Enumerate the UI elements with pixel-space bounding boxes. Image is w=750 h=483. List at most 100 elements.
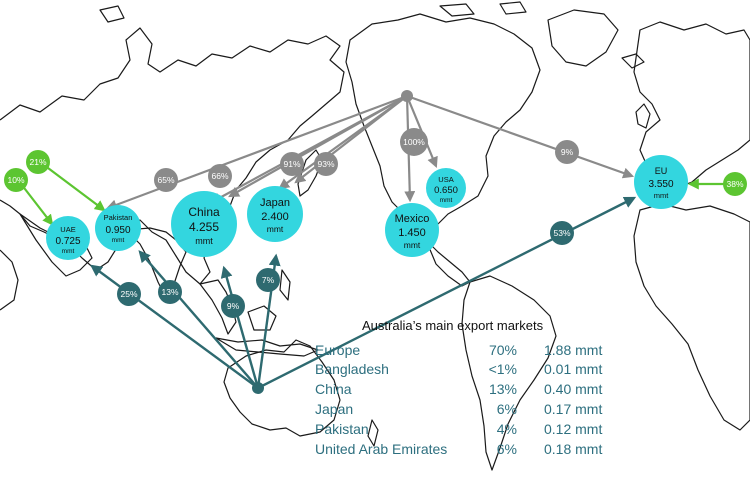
market-value-japan: 2.400 xyxy=(261,211,289,223)
land-south-america xyxy=(461,275,557,471)
legend-volume: 0.01 mmt xyxy=(544,361,603,377)
legend-share: 70% xyxy=(488,342,517,358)
land-indonesia xyxy=(215,337,319,357)
flow-line-to-eu xyxy=(406,94,635,179)
badge-label-us-91: 91% xyxy=(283,159,300,169)
badge-circle-aus-9 xyxy=(221,294,245,318)
badge-other-10: 10% xyxy=(4,168,28,192)
market-unit-eu: mmt xyxy=(654,191,669,200)
market-value-mexico: 1.450 xyxy=(398,227,426,239)
market-bubble-usa: USA 0.650 mmt xyxy=(426,168,466,208)
legend-share: 6% xyxy=(496,401,517,417)
land-arctic-islands xyxy=(99,1,527,23)
badge-us-66: 66% xyxy=(208,164,232,188)
badge-circle-aus-25 xyxy=(117,282,141,306)
legend-row-pakistan: Pakistan 4% 0.12 mmt xyxy=(312,421,617,441)
flow-line-aus-to-pakistan xyxy=(138,250,259,389)
badge-label-aus-7: 7% xyxy=(262,275,275,285)
badge-circle-us-93 xyxy=(314,152,338,176)
badge-label-other-38: 38% xyxy=(726,179,743,189)
legend-share: 6% xyxy=(496,441,517,457)
badge-label-other-21: 21% xyxy=(29,157,46,167)
us-flow-badges: 65% 66% 91% 93% 100% 9% xyxy=(154,128,579,192)
land-europe-right xyxy=(633,21,750,189)
market-unit-uae: mmt xyxy=(62,248,75,255)
land-new-zealand xyxy=(367,419,379,447)
land-uk xyxy=(635,103,651,129)
badge-other-21: 21% xyxy=(26,150,50,174)
badge-circle-us-66 xyxy=(208,164,232,188)
market-name-uae: UAE xyxy=(60,225,75,234)
land-southeast-asia xyxy=(199,279,237,335)
legend-row-uae: United Arab Emirates 6% 0.18 mmt xyxy=(312,441,617,461)
market-value-usa: 0.650 xyxy=(434,185,458,196)
legend-country: United Arab Emirates xyxy=(315,441,448,457)
market-bubble-china: China 4.255 mmt xyxy=(171,191,237,257)
badge-circle-us-65 xyxy=(154,168,178,192)
market-name-eu: EU xyxy=(655,166,668,176)
market-unit-china: mmt xyxy=(195,236,213,246)
other-flow-badges: 21% 10% 38% xyxy=(4,150,747,196)
land-borneo xyxy=(247,305,277,331)
market-value-china: 4.255 xyxy=(189,220,219,234)
badge-circle-us-91 xyxy=(280,152,304,176)
badge-circle-aus-53 xyxy=(550,221,574,245)
flow-line-aus-to-uae xyxy=(90,264,259,389)
australia-origin-point xyxy=(252,382,264,394)
market-value-eu: 3.550 xyxy=(648,179,673,190)
legend-country: Pakistan xyxy=(315,421,369,437)
bubble-china xyxy=(171,191,237,257)
land-philippines xyxy=(279,269,291,301)
market-bubbles: UAE 0.725 mmt Pakistan 0.950 mmt China 4… xyxy=(46,155,688,260)
badge-us-100: 100% xyxy=(400,128,428,156)
badge-circle-us-9 xyxy=(555,140,579,164)
land-iceland xyxy=(621,53,645,69)
land-north-america xyxy=(345,13,541,241)
badge-label-us-9: 9% xyxy=(561,147,574,157)
bubble-eu xyxy=(634,155,688,209)
bubble-usa xyxy=(426,168,466,208)
land-europe-asia-west xyxy=(0,27,345,285)
legend-title: Australia’s main export markets xyxy=(362,318,544,333)
land-greenland xyxy=(547,9,619,67)
badge-us-93: 93% xyxy=(314,152,338,176)
flow-line-21-to-pakistan xyxy=(39,161,106,212)
badge-us-91: 91% xyxy=(280,152,304,176)
badge-us-65: 65% xyxy=(154,168,178,192)
badge-label-aus-13: 13% xyxy=(161,287,178,297)
badge-aus-7: 7% xyxy=(256,268,280,292)
badge-label-us-66: 66% xyxy=(211,171,228,181)
legend-row-europe: Europe 70% 1.88 mmt xyxy=(312,342,617,362)
badge-circle-us-100 xyxy=(400,128,428,156)
flow-line-to-pakistan xyxy=(105,94,408,211)
flow-line-aus-to-china xyxy=(220,265,260,389)
badge-label-aus-9: 9% xyxy=(227,301,240,311)
bubble-japan xyxy=(247,186,303,242)
legend-share: 4% xyxy=(496,421,517,437)
legend-country: China xyxy=(315,381,352,397)
badge-circle-aus-7 xyxy=(256,268,280,292)
bubble-pakistan xyxy=(95,205,141,251)
legend-country: Europe xyxy=(315,342,361,358)
bubble-uae xyxy=(46,216,90,260)
badge-label-other-10: 10% xyxy=(7,175,24,185)
legend-volume: 1.88 mmt xyxy=(544,342,603,358)
legend-country: Bangladesh xyxy=(315,361,389,377)
badge-label-aus-53: 53% xyxy=(553,228,570,238)
legend-row-japan: Japan 6% 0.17 mmt xyxy=(312,401,617,421)
legend-row-bangladesh: Bangladesh <1% 0.01 mmt xyxy=(312,361,617,381)
badge-other-38: 38% xyxy=(723,172,747,196)
land-australia xyxy=(223,339,341,437)
market-name-japan: Japan xyxy=(260,197,290,209)
badge-us-9: 9% xyxy=(555,140,579,164)
market-bubble-eu: EU 3.550 mmt xyxy=(634,155,688,209)
market-bubble-uae: UAE 0.725 mmt xyxy=(46,216,90,260)
legend-row-china: China 13% 0.40 mmt xyxy=(312,381,617,401)
market-bubble-mexico: Mexico 1.450 mmt xyxy=(385,203,439,257)
badge-label-us-93: 93% xyxy=(317,159,334,169)
us-origin-point xyxy=(401,90,413,102)
badge-aus-9: 9% xyxy=(221,294,245,318)
legend-country: Japan xyxy=(315,401,354,417)
